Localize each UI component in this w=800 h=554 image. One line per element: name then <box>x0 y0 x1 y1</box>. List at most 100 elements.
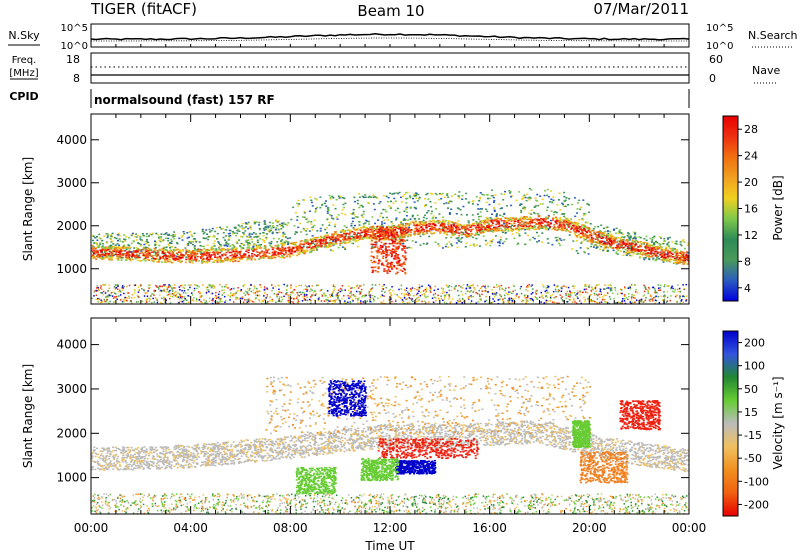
power-cell <box>630 251 633 253</box>
power-cell <box>382 216 385 219</box>
power-cell <box>245 241 248 243</box>
power-cell <box>355 228 358 231</box>
power-cell <box>231 256 234 259</box>
power-cell <box>311 229 314 231</box>
power-cell <box>409 206 412 208</box>
power-cell <box>111 249 114 252</box>
power-cell <box>424 288 426 291</box>
power-cell <box>358 196 361 198</box>
power-cell <box>579 229 582 231</box>
power-cell <box>428 221 431 223</box>
power-cell <box>409 235 412 237</box>
power-cell <box>489 244 492 247</box>
power-cell <box>394 293 396 295</box>
power-cell <box>481 208 484 210</box>
power-cell <box>449 229 452 231</box>
power-cell <box>551 201 554 203</box>
power-cell <box>634 250 637 253</box>
power-cell <box>326 242 329 244</box>
power-cell <box>203 254 206 256</box>
power-cell <box>493 210 496 212</box>
power-cell <box>631 239 634 242</box>
power-cell <box>247 242 250 244</box>
power-cell <box>104 256 107 259</box>
power-cell <box>239 246 242 248</box>
power-cell <box>465 236 468 238</box>
power-cell <box>396 207 399 210</box>
power-cell <box>490 240 493 243</box>
power-cell <box>421 221 424 223</box>
power-cell <box>592 244 595 247</box>
power-cell <box>527 300 529 302</box>
power-cell <box>447 246 449 248</box>
power-cell <box>172 253 175 255</box>
power-cell <box>353 231 356 234</box>
power-cell <box>503 213 506 215</box>
power-cell <box>419 235 422 238</box>
power-cell <box>250 259 253 261</box>
power-cell <box>434 217 437 219</box>
power-cell <box>543 190 546 192</box>
power-cell <box>568 225 571 227</box>
power-cell <box>521 220 523 223</box>
power-cell <box>501 242 504 245</box>
power-cell <box>643 243 646 245</box>
power-cell <box>513 222 516 224</box>
power-cell <box>323 240 326 242</box>
power-cell <box>494 292 496 295</box>
power-cell <box>272 255 275 257</box>
power-cell <box>571 222 574 225</box>
power-cell <box>659 289 662 291</box>
power-cell <box>379 215 382 217</box>
power-cell <box>454 222 457 224</box>
power-cell <box>606 230 609 232</box>
power-cell <box>681 259 684 261</box>
power-cell <box>182 292 185 294</box>
power-cell <box>410 290 412 293</box>
power-cell <box>352 239 355 241</box>
power-cell <box>242 243 245 246</box>
power-cell <box>339 244 342 247</box>
power-cell <box>460 213 463 216</box>
power-cell <box>252 244 255 246</box>
power-cell <box>239 251 242 254</box>
power-cell <box>450 225 453 228</box>
power-cell <box>532 299 534 302</box>
power-cell <box>252 250 255 253</box>
power-cell <box>102 257 105 259</box>
power-cell <box>372 297 374 300</box>
power-cell <box>570 227 573 230</box>
power-cell <box>578 228 581 231</box>
power-cell <box>510 226 512 228</box>
power-cell <box>620 244 623 246</box>
power-cell <box>488 229 491 231</box>
power-cell <box>414 225 417 227</box>
power-cell <box>130 242 133 245</box>
power-cell <box>194 258 197 260</box>
power-cell <box>592 237 595 240</box>
power-cell <box>600 245 603 248</box>
power-cell <box>586 227 589 230</box>
power-cell <box>684 261 687 263</box>
power-cell <box>625 239 627 242</box>
power-cell <box>247 239 250 241</box>
power-cell <box>578 227 581 229</box>
power-cell <box>203 237 206 240</box>
power-cell <box>682 258 685 261</box>
power-cell <box>168 285 170 287</box>
power-cell <box>361 206 364 208</box>
power-cell <box>310 199 313 201</box>
power-cell <box>113 250 116 253</box>
power-cell <box>361 231 363 234</box>
power-cell <box>609 287 611 289</box>
power-cell <box>580 242 583 244</box>
power-cell <box>429 228 432 230</box>
power-cell <box>565 229 568 231</box>
power-cell <box>418 232 421 234</box>
power-cell <box>221 254 224 257</box>
power-cell <box>452 230 455 232</box>
power-cell <box>168 244 171 247</box>
power-cell <box>91 255 94 257</box>
power-cell <box>108 248 111 250</box>
power-cell <box>207 258 210 261</box>
